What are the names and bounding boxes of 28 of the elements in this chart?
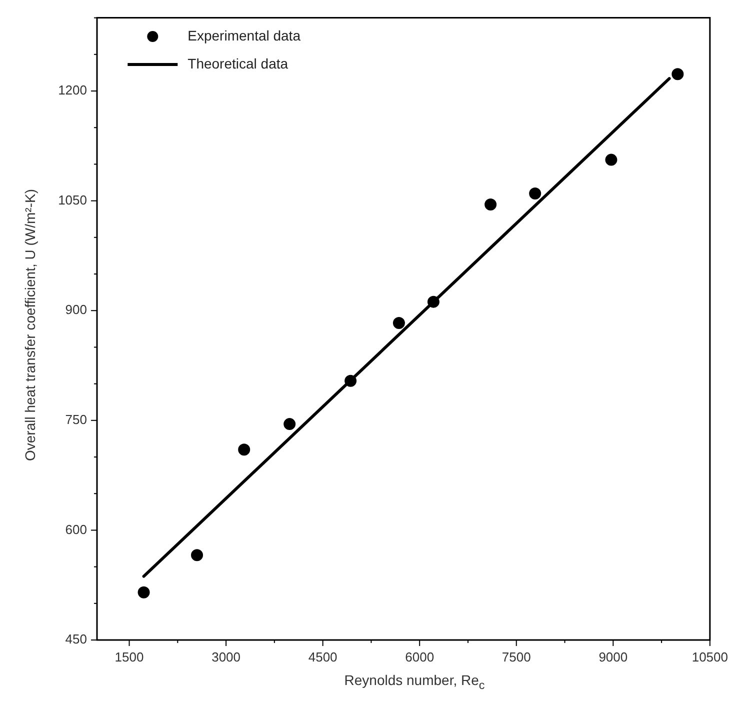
- x-tick-label: 10500: [692, 649, 728, 664]
- point: [672, 68, 684, 80]
- point: [529, 187, 542, 200]
- legend-label: Theoretical data: [188, 55, 288, 72]
- point: [138, 586, 150, 598]
- point: [238, 444, 250, 456]
- y-tick-label: 750: [65, 412, 87, 427]
- y-axis-title: Overall heat transfer coefficient, U (W/m²-K): [22, 188, 38, 462]
- x-tick-label: 9000: [598, 649, 628, 664]
- point: [605, 154, 618, 166]
- legend-label: Experimental data: [188, 27, 301, 44]
- point: [427, 296, 440, 308]
- x-axis-title: Reynolds number, Re$_{c}$: [343, 672, 486, 692]
- y-tick-label: 600: [65, 522, 87, 537]
- point: [344, 374, 357, 387]
- point: [191, 549, 204, 562]
- x-tick-label: 6000: [405, 649, 434, 664]
- x-tick-label: 3000: [212, 649, 240, 664]
- y-tick-label: 900: [65, 302, 87, 318]
- x-tick-label: 4500: [308, 649, 338, 664]
- point: [484, 198, 497, 210]
- x-tick-label: 7500: [502, 649, 531, 664]
- point: [392, 317, 405, 330]
- point: [284, 418, 296, 430]
- y-tick-label: 1200: [58, 82, 87, 98]
- y-tick-label: 450: [65, 632, 87, 647]
- y-tick-label: 1050: [58, 192, 87, 208]
- x-tick-label: 1500: [114, 649, 144, 664]
